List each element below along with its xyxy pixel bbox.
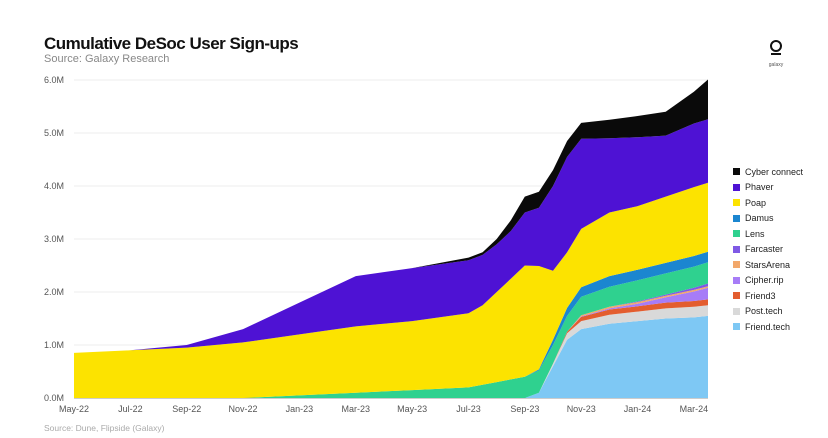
legend-swatch (733, 199, 740, 207)
legend-item-cipher-rip: Cipher.rip (733, 273, 803, 289)
legend-swatch (733, 168, 740, 176)
source-note: Source: Dune, Flipside (Galaxy) (44, 423, 165, 433)
x-tick-label: Jan-24 (624, 404, 652, 414)
x-tick-label: Sep-23 (510, 404, 539, 414)
area-friend3 (74, 299, 708, 398)
legend-item-damus: Damus (733, 211, 803, 227)
legend-item-phaver: Phaver (733, 180, 803, 196)
legend-swatch (733, 230, 740, 238)
x-tick-label: Jul-22 (118, 404, 143, 414)
legend-label: Lens (745, 228, 765, 239)
legend-swatch (733, 323, 740, 331)
legend-label: StarsArena (745, 259, 791, 270)
legend-item-friend3: Friend3 (733, 288, 803, 304)
x-tick-label: Nov-23 (567, 404, 596, 414)
x-tick-label: Mar-23 (342, 404, 371, 414)
chart-subtitle: Source: Galaxy Research (44, 53, 170, 65)
x-tick-label: Mar-24 (680, 404, 709, 414)
legend-swatch (733, 183, 740, 191)
legend-item-post-tech: Post.tech (733, 304, 803, 320)
logo-text: galaxy (768, 62, 784, 68)
legend-item-poap: Poap (733, 195, 803, 211)
x-tick-label: May-23 (397, 404, 427, 414)
area-post-tech (74, 305, 708, 398)
galaxy-logo: galaxy (764, 40, 788, 68)
legend-swatch (733, 307, 740, 315)
area-phaver (74, 119, 708, 353)
legend-label: Friend.tech (745, 321, 791, 332)
legend-label: Cyber connect (745, 166, 804, 177)
area-friend-tech (74, 315, 708, 398)
legend-label: Damus (745, 213, 774, 224)
chart-legend: Cyber connect Phaver Poap Damus Lens Farcaste… (733, 164, 803, 335)
area-poap (74, 182, 708, 398)
y-tick-label: 0.0M (44, 393, 64, 403)
legend-label: Phaver (745, 182, 774, 193)
legend-label: Post.tech (745, 306, 783, 317)
y-tick-label: 3.0M (44, 234, 64, 244)
legend-swatch (733, 261, 740, 269)
y-tick-label: 2.0M (44, 287, 64, 297)
legend-label: Cipher.rip (745, 275, 784, 286)
legend-label: Farcaster (745, 244, 784, 255)
legend-swatch (733, 276, 740, 284)
legend-item-friend-tech: Friend.tech (733, 319, 803, 335)
y-tick-label: 5.0M (44, 128, 64, 138)
legend-item-starsarena: StarsArena (733, 257, 803, 273)
legend-item-cyber-connect: Cyber connect (733, 164, 803, 180)
y-tick-label: 4.0M (44, 181, 64, 191)
legend-item-lens: Lens (733, 226, 803, 242)
legend-swatch (733, 245, 740, 253)
legend-label: Friend3 (745, 290, 776, 301)
x-tick-label: Nov-22 (229, 404, 258, 414)
legend-swatch (733, 292, 740, 300)
legend-item-farcaster: Farcaster (733, 242, 803, 258)
area-lens (74, 262, 708, 398)
y-tick-label: 6.0M (44, 75, 64, 85)
legend-swatch (733, 214, 740, 222)
x-tick-label: Sep-22 (172, 404, 201, 414)
chart-title: Cumulative DeSoc User Sign-ups (44, 34, 299, 53)
legend-label: Poap (745, 197, 767, 208)
galaxy-logo-icon (770, 40, 782, 55)
x-tick-label: Jan-23 (286, 404, 314, 414)
y-tick-label: 1.0M (44, 340, 64, 350)
x-tick-label: Jul-23 (456, 404, 481, 414)
x-tick-label: May-22 (59, 404, 89, 414)
